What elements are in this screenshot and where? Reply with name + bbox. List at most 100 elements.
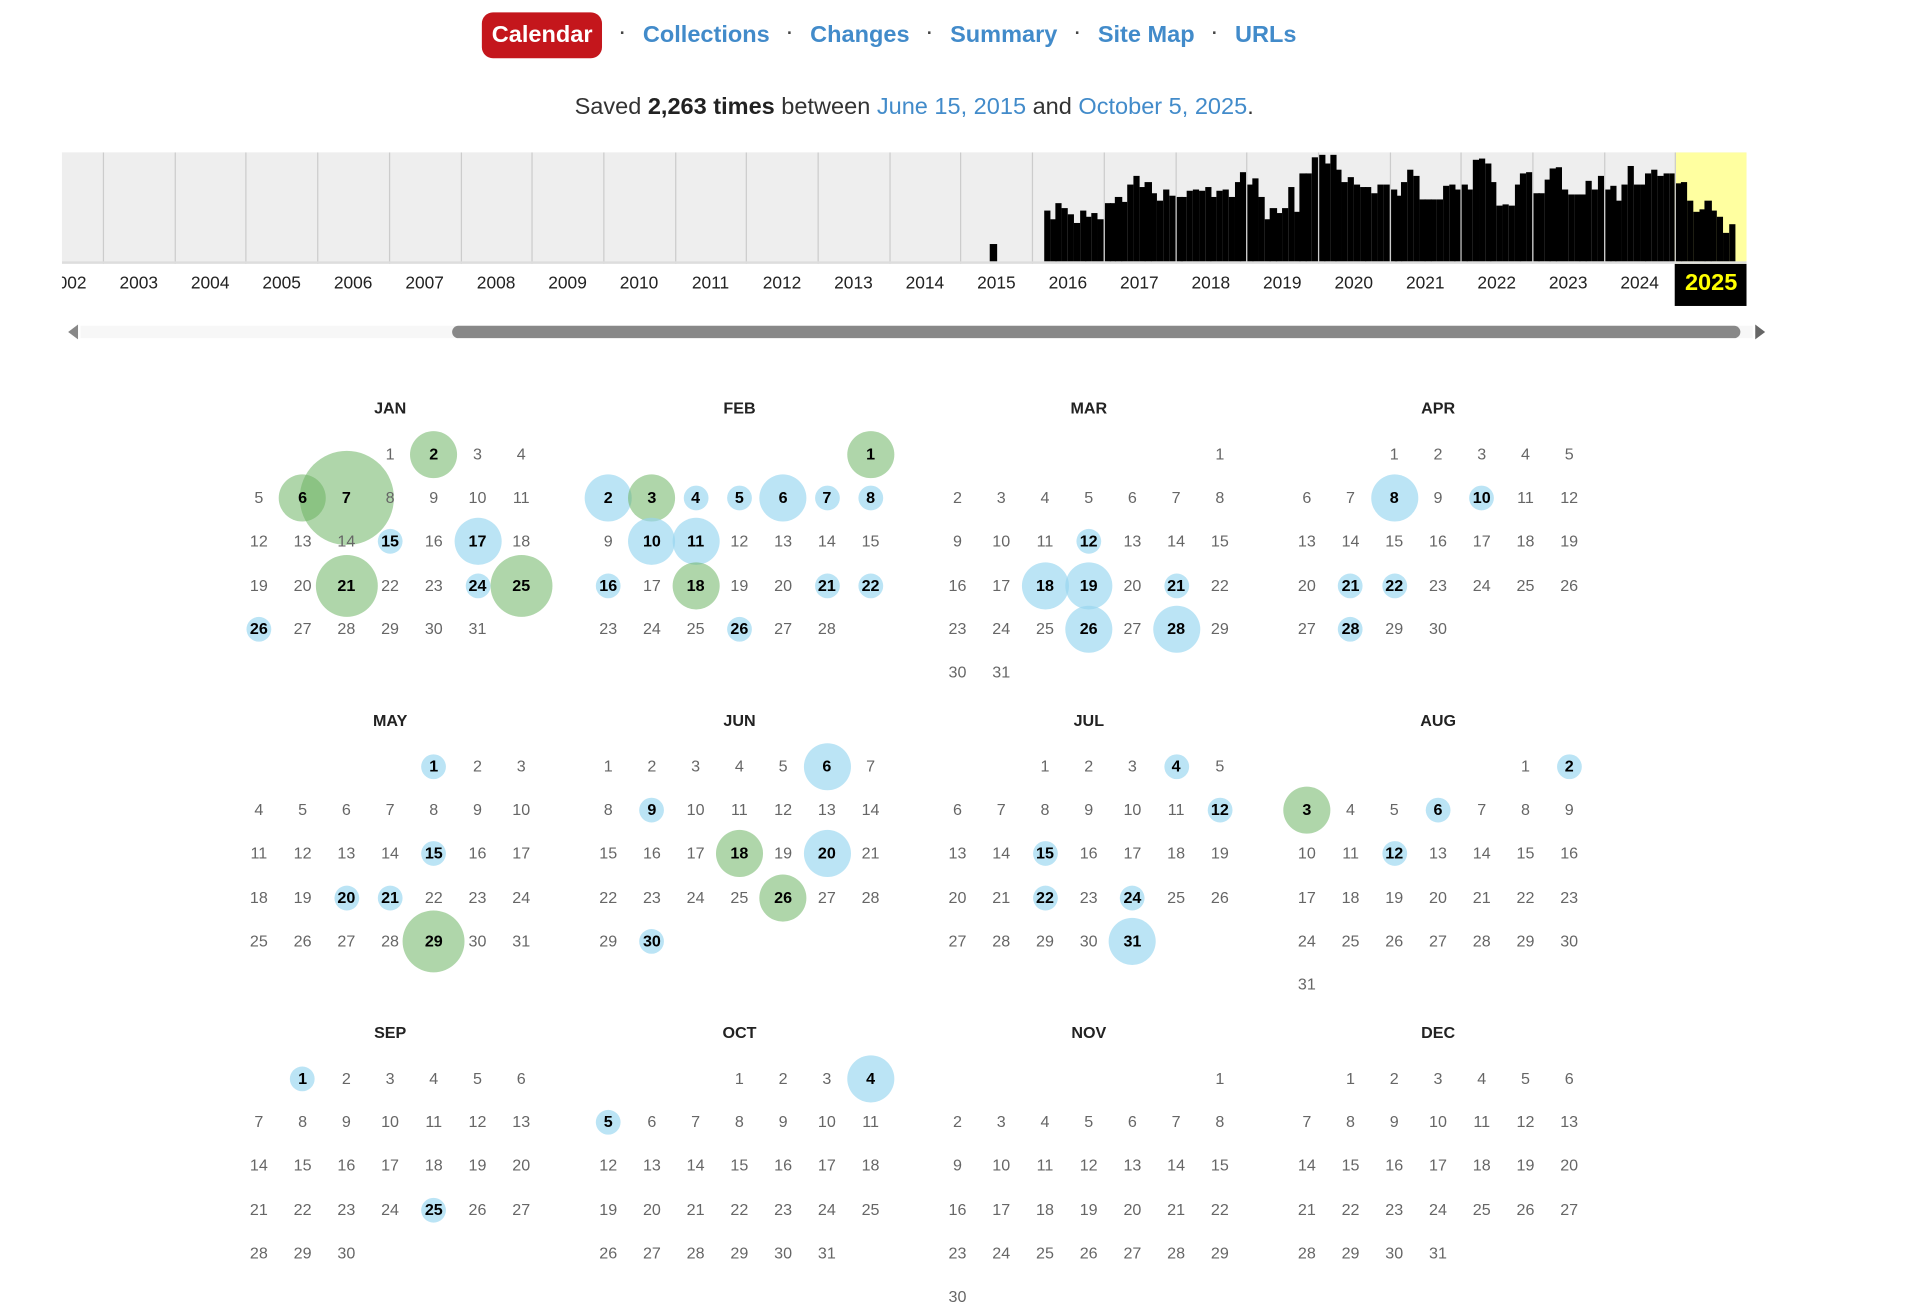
month-activity-bar[interactable] bbox=[1722, 232, 1730, 262]
month-activity-bar[interactable] bbox=[1621, 184, 1628, 262]
capture-bubble[interactable] bbox=[858, 573, 883, 598]
capture-bubble[interactable] bbox=[421, 754, 447, 780]
captured-day[interactable]: 26 bbox=[1079, 619, 1098, 638]
month-activity-bar[interactable] bbox=[1609, 185, 1617, 262]
capture-bubble[interactable] bbox=[246, 616, 272, 642]
captured-day[interactable]: 22 bbox=[1035, 887, 1054, 907]
month-activity-bar[interactable] bbox=[1704, 200, 1712, 262]
month-activity-bar[interactable] bbox=[1043, 210, 1051, 262]
capture-bubble[interactable] bbox=[628, 518, 676, 566]
nav-calendar[interactable]: Calendar bbox=[481, 12, 603, 59]
month-activity-bar[interactable] bbox=[1442, 185, 1450, 262]
capture-bubble[interactable] bbox=[726, 616, 752, 642]
month-activity-bar[interactable] bbox=[1294, 212, 1301, 262]
year-label-2014[interactable]: 2014 bbox=[905, 272, 945, 293]
captured-day[interactable]: 2 bbox=[603, 488, 613, 507]
year-label-2022[interactable]: 2022 bbox=[1477, 272, 1517, 293]
month-activity-bar[interactable] bbox=[1109, 202, 1116, 262]
month-activity-bar[interactable] bbox=[1371, 193, 1378, 262]
captured-day[interactable]: 2 bbox=[429, 444, 439, 464]
redirect-bubble[interactable] bbox=[715, 830, 763, 878]
month-activity-bar[interactable] bbox=[1228, 196, 1235, 262]
month-activity-bar[interactable] bbox=[1127, 184, 1134, 262]
capture-bubble[interactable] bbox=[847, 1055, 895, 1103]
captured-day[interactable]: 21 bbox=[1341, 575, 1360, 595]
captured-day[interactable]: 20 bbox=[817, 844, 836, 863]
year-label-2019[interactable]: 2019 bbox=[1262, 272, 1302, 293]
month-activity-bar[interactable] bbox=[1329, 154, 1337, 262]
month-activity-bar[interactable] bbox=[1247, 184, 1254, 262]
nav-collections[interactable]: Collections bbox=[642, 21, 770, 48]
captured-day[interactable]: 8 bbox=[866, 488, 876, 507]
month-activity-bar[interactable] bbox=[1139, 186, 1146, 262]
month-activity-bar[interactable] bbox=[1657, 176, 1664, 262]
year-label-2006[interactable]: 2006 bbox=[333, 272, 373, 293]
month-activity-bar[interactable] bbox=[1282, 208, 1289, 262]
captured-day[interactable]: 8 bbox=[1389, 488, 1399, 507]
month-activity-bar[interactable] bbox=[1176, 197, 1183, 262]
captured-day[interactable]: 11 bbox=[687, 531, 705, 551]
captured-day[interactable]: 20 bbox=[337, 887, 356, 907]
nav-summary[interactable]: Summary bbox=[950, 21, 1058, 48]
month-activity-bar[interactable] bbox=[1288, 186, 1295, 262]
capture-bubble[interactable] bbox=[1163, 573, 1189, 598]
capture-bubble[interactable] bbox=[1338, 616, 1363, 642]
month-activity-bar[interactable] bbox=[1676, 183, 1683, 262]
nav-changes[interactable]: Changes bbox=[810, 21, 910, 48]
month-activity-bar[interactable] bbox=[1627, 165, 1634, 262]
captured-day[interactable]: 6 bbox=[1433, 800, 1443, 820]
scroll-thumb[interactable] bbox=[452, 325, 1741, 339]
month-activity-bar[interactable] bbox=[1091, 213, 1098, 262]
captured-day[interactable]: 12 bbox=[1079, 531, 1098, 551]
capture-bubble[interactable] bbox=[1207, 797, 1233, 823]
month-activity-bar[interactable] bbox=[1270, 208, 1277, 262]
month-activity-bar[interactable] bbox=[1049, 218, 1057, 262]
captured-day[interactable]: 12 bbox=[1210, 800, 1229, 820]
month-activity-bar[interactable] bbox=[1097, 218, 1104, 262]
month-activity-bar[interactable] bbox=[1556, 167, 1563, 262]
captured-day[interactable]: 5 bbox=[734, 488, 744, 507]
month-activity-bar[interactable] bbox=[1061, 208, 1069, 262]
captured-day[interactable]: 22 bbox=[861, 575, 880, 595]
captured-day[interactable]: 7 bbox=[341, 488, 351, 507]
capture-bubble[interactable] bbox=[595, 573, 621, 598]
month-activity-bar[interactable] bbox=[1466, 190, 1474, 262]
captured-day[interactable]: 4 bbox=[691, 488, 701, 507]
year-label-2012[interactable]: 2012 bbox=[762, 272, 802, 293]
month-activity-bar[interactable] bbox=[1104, 202, 1111, 262]
month-activity-bar[interactable] bbox=[1710, 210, 1718, 262]
month-activity-bar[interactable] bbox=[1383, 184, 1390, 262]
year-label-2016[interactable]: 2016 bbox=[1048, 272, 1088, 293]
month-activity-bar[interactable] bbox=[1413, 176, 1420, 262]
captured-day[interactable]: 18 bbox=[730, 844, 749, 863]
captured-day[interactable]: 2 bbox=[1564, 756, 1574, 776]
year-label-2015[interactable]: 2015 bbox=[977, 272, 1016, 293]
month-activity-bar[interactable] bbox=[1425, 199, 1432, 262]
capture-bubble[interactable] bbox=[1120, 885, 1145, 910]
month-activity-bar[interactable] bbox=[1514, 184, 1521, 262]
captured-day[interactable]: 15 bbox=[381, 531, 400, 551]
month-activity-bar[interactable] bbox=[1151, 193, 1158, 262]
last-capture-link[interactable]: October 5, 2025 bbox=[1078, 94, 1248, 121]
month-activity-bar[interactable] bbox=[1319, 154, 1326, 262]
capture-bubble[interactable] bbox=[1556, 754, 1582, 780]
capture-bubble[interactable] bbox=[1108, 917, 1156, 965]
month-activity-bar[interactable] bbox=[1431, 199, 1438, 262]
captured-day[interactable]: 17 bbox=[468, 531, 487, 551]
captured-day[interactable]: 29 bbox=[424, 931, 443, 950]
captured-day[interactable]: 21 bbox=[337, 575, 356, 595]
month-activity-bar[interactable] bbox=[1085, 216, 1092, 262]
month-activity-bar[interactable] bbox=[1395, 195, 1402, 262]
year-label-2025[interactable]: 2025 bbox=[1675, 263, 1747, 306]
month-activity-bar[interactable] bbox=[1240, 171, 1247, 262]
month-activity-bar[interactable] bbox=[1216, 191, 1223, 262]
month-activity-bar[interactable] bbox=[1157, 200, 1164, 262]
month-activity-bar[interactable] bbox=[1484, 163, 1491, 262]
capture-bubble[interactable] bbox=[1065, 605, 1113, 653]
month-activity-bar[interactable] bbox=[1323, 163, 1331, 262]
month-activity-bar[interactable] bbox=[1341, 182, 1348, 262]
capture-bubble[interactable] bbox=[465, 573, 490, 598]
captured-day[interactable]: 28 bbox=[1341, 619, 1360, 638]
capture-bubble[interactable] bbox=[1381, 841, 1407, 867]
month-activity-bar[interactable] bbox=[1597, 176, 1605, 262]
